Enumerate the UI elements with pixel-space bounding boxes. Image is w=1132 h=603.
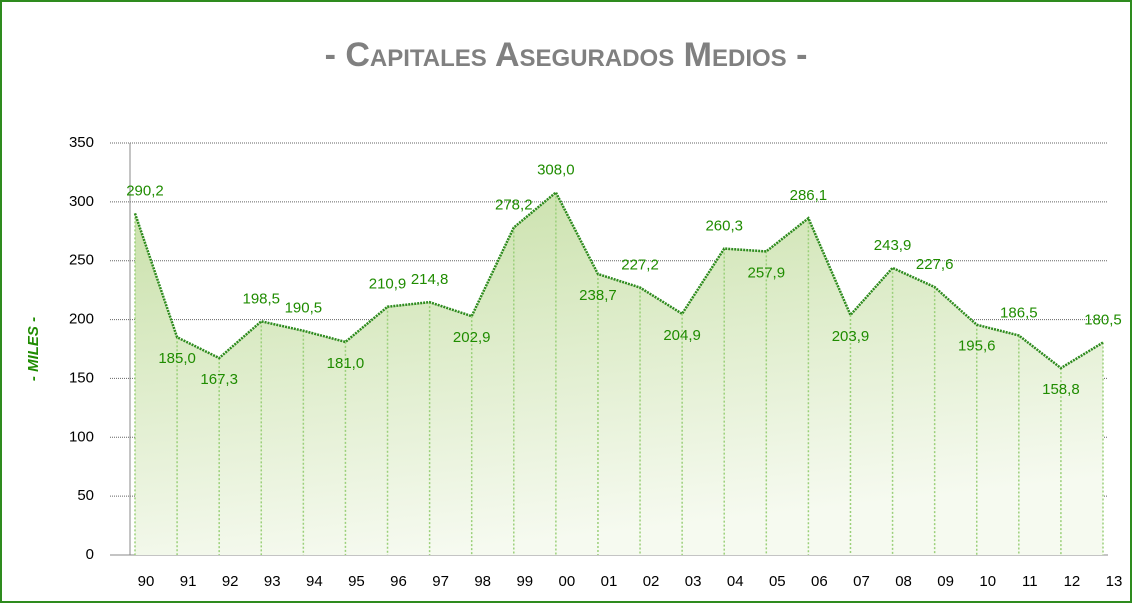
data-label: 180,5 xyxy=(1084,311,1122,328)
data-label: 167,3 xyxy=(200,371,238,388)
data-label: 190,5 xyxy=(285,300,323,317)
x-tick-label: 05 xyxy=(769,573,786,590)
x-tick-label: 08 xyxy=(895,573,912,590)
data-label: 181,0 xyxy=(327,355,365,372)
data-label: 227,2 xyxy=(621,257,659,274)
y-tick-label: 250 xyxy=(69,252,94,269)
data-label: 204,9 xyxy=(663,327,701,344)
data-label: 227,6 xyxy=(916,256,954,273)
x-tick-label: 95 xyxy=(348,573,365,590)
x-tick-label: 03 xyxy=(685,573,702,590)
x-tick-label: 12 xyxy=(1064,573,1081,590)
data-label: 203,9 xyxy=(832,328,870,345)
data-label: 210,9 xyxy=(369,276,407,293)
x-tick-label: 92 xyxy=(222,573,239,590)
y-tick-label: 150 xyxy=(69,369,94,386)
x-tick-label: 09 xyxy=(937,573,954,590)
x-tick-label: 06 xyxy=(811,573,828,590)
data-label: 158,8 xyxy=(1042,381,1080,398)
x-tick-label: 00 xyxy=(559,573,576,590)
data-label: 214,8 xyxy=(411,271,449,288)
data-label: 257,9 xyxy=(748,264,786,281)
y-tick-label: 300 xyxy=(69,193,94,210)
data-label: 286,1 xyxy=(790,187,828,204)
x-tick-label: 04 xyxy=(727,573,744,590)
y-tick-label: 200 xyxy=(69,311,94,328)
data-label: 202,9 xyxy=(453,329,491,346)
x-tick-label: 98 xyxy=(474,573,491,590)
data-label: 243,9 xyxy=(874,237,912,254)
y-tick-label: 100 xyxy=(69,428,94,445)
y-tick-label: 50 xyxy=(77,487,94,504)
x-tick-label: 97 xyxy=(432,573,449,590)
x-tick-label: 01 xyxy=(601,573,618,590)
x-tick-label: 10 xyxy=(979,573,996,590)
y-tick-label: 0 xyxy=(86,546,94,563)
x-tick-label: 93 xyxy=(264,573,281,590)
x-tick-label: 99 xyxy=(516,573,533,590)
x-tick-label: 11 xyxy=(1022,573,1038,590)
data-label: 308,0 xyxy=(537,161,575,178)
x-tick-label: 90 xyxy=(138,573,155,590)
chart-title: - Capitales Asegurados Medios - xyxy=(325,36,808,74)
x-tick-label: 96 xyxy=(390,573,407,590)
area-line xyxy=(133,190,1104,370)
y-tick-label: 350 xyxy=(69,134,94,151)
data-label: 290,2 xyxy=(126,182,164,199)
y-axis-label: - MILES - xyxy=(25,317,42,381)
data-label: 238,7 xyxy=(579,287,617,304)
x-tick-label: 91 xyxy=(180,573,197,590)
data-label: 195,6 xyxy=(958,338,996,355)
data-label: 198,5 xyxy=(242,290,280,307)
x-tick-label: 02 xyxy=(643,573,660,590)
data-label: 185,0 xyxy=(158,350,196,367)
x-tick-label: 94 xyxy=(306,573,323,590)
x-tick-label: 13 xyxy=(1106,573,1123,590)
data-label: 260,3 xyxy=(705,218,743,235)
data-label: 278,2 xyxy=(495,196,533,213)
data-label: 186,5 xyxy=(1000,304,1038,321)
x-tick-label: 07 xyxy=(853,573,870,590)
area-fill xyxy=(135,192,1103,555)
